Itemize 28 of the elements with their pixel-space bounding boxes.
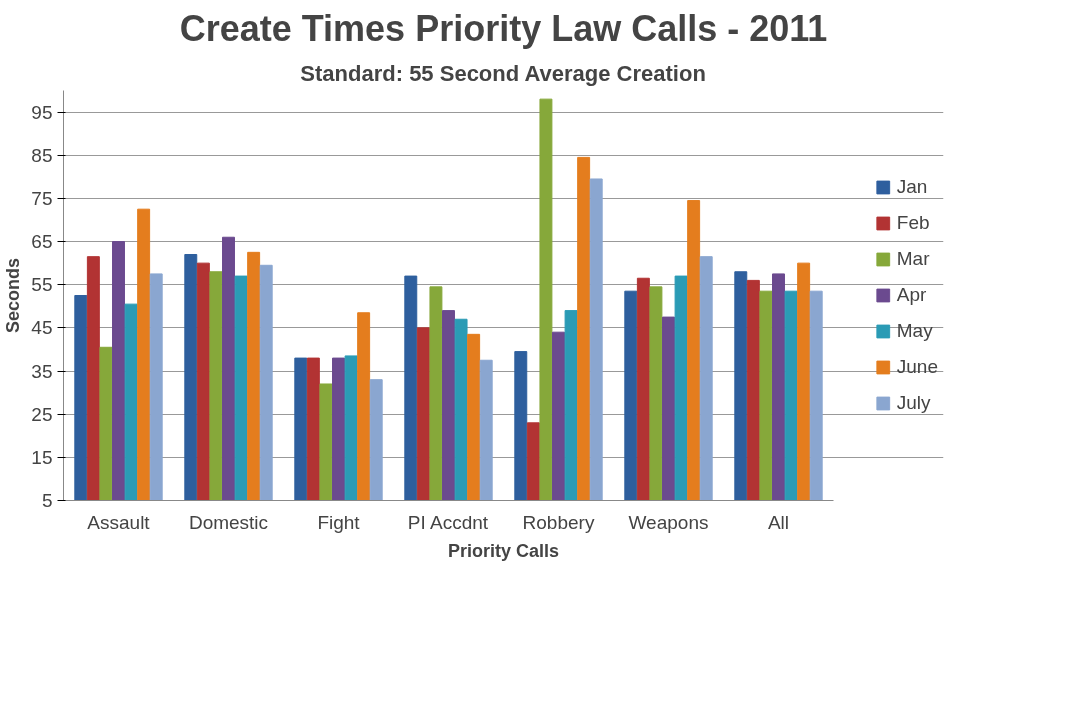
x-axis-title: Priority Calls <box>447 540 560 561</box>
x-tick-label: Fight <box>317 511 361 533</box>
y-tick-label: 35 <box>31 360 53 382</box>
legend-label: June <box>896 356 938 378</box>
chart-title: Create Times Priority Law Calls - 2011 <box>179 7 828 49</box>
y-tick-label: 45 <box>31 317 53 339</box>
y-tick-label: 25 <box>31 403 53 425</box>
legend-label: Apr <box>896 284 927 306</box>
x-tick-label: Domestic <box>188 511 269 533</box>
legend-label: Jan <box>896 176 928 198</box>
chart-subtitle: Standard: 55 Second Average Creation <box>300 60 706 86</box>
y-tick-label: 5 <box>41 490 53 511</box>
x-tick-label: Assault <box>87 511 151 533</box>
y-tick-label: 65 <box>31 231 53 253</box>
x-tick-label: Weapons <box>628 511 709 533</box>
legend-label: Feb <box>896 212 930 234</box>
y-tick-label: 55 <box>31 274 53 296</box>
legend-label: Mar <box>896 248 930 270</box>
x-tick-label: All <box>767 511 790 533</box>
legend-label: July <box>896 392 931 414</box>
y-tick-label: 95 <box>31 101 53 123</box>
y-tick-label: 85 <box>31 144 53 166</box>
y-tick-label: 15 <box>31 446 53 468</box>
legend-label: May <box>896 320 933 342</box>
y-tick-label: 75 <box>31 187 53 209</box>
y-axis-title: Seconds <box>3 257 24 334</box>
x-tick-label: PI Accdnt <box>407 511 489 533</box>
x-tick-label: Robbery <box>522 511 595 533</box>
